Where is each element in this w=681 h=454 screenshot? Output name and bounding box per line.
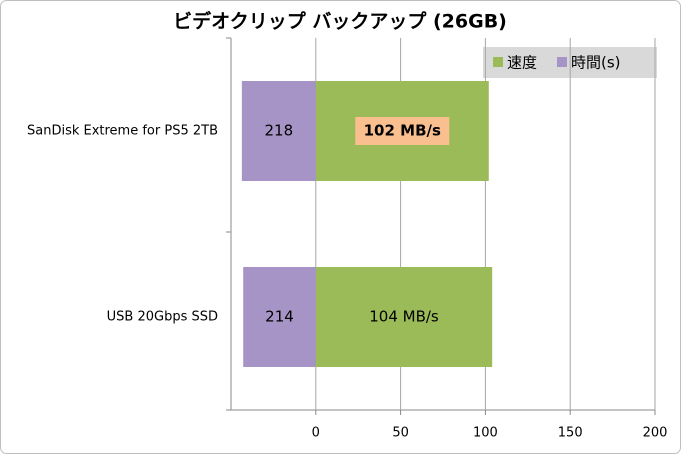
- data-label: 102 MB/s: [364, 122, 441, 140]
- category-label: SanDisk Extreme for PS5 2TB: [27, 124, 218, 139]
- data-label: 104 MB/s: [369, 308, 439, 326]
- bar: [241, 81, 316, 181]
- label-highlight: [355, 117, 450, 145]
- chart-title: ビデオクリップ バックアップ (26GB): [173, 10, 507, 33]
- data-label: 218: [265, 122, 294, 140]
- legend-swatch: [557, 57, 568, 67]
- x-tick-label: 100: [473, 426, 498, 441]
- legend-label: 時間(s): [571, 54, 621, 72]
- legend-label: 速度: [507, 54, 537, 72]
- x-tick-label: 200: [643, 426, 668, 441]
- x-tick-label: 150: [558, 426, 583, 441]
- data-label: 214: [265, 308, 294, 326]
- legend-swatch: [493, 57, 503, 67]
- x-tick-label: 50: [392, 426, 409, 441]
- category-label: USB 20Gbps SSD: [107, 310, 218, 325]
- bar: [315, 267, 493, 367]
- x-tick-label: 0: [312, 426, 320, 441]
- bar: [243, 267, 316, 367]
